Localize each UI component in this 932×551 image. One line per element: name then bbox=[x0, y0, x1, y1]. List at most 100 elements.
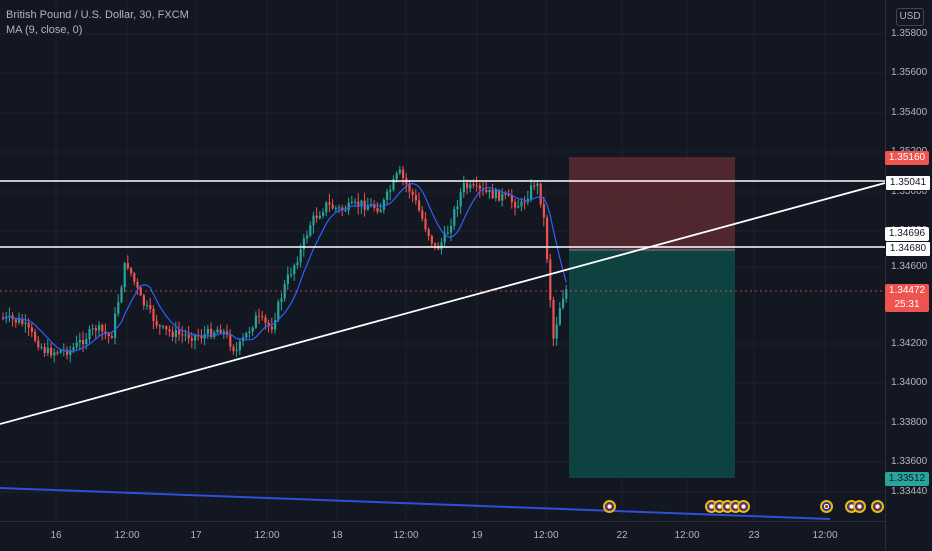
candle-body bbox=[424, 218, 427, 230]
candle-body bbox=[312, 215, 315, 226]
candle-body bbox=[302, 238, 305, 250]
us-flag-icon[interactable] bbox=[737, 500, 750, 513]
candle-body bbox=[24, 322, 27, 325]
candle-body bbox=[520, 201, 523, 207]
time-tick-label: 12:00 bbox=[393, 530, 419, 541]
candle-body bbox=[261, 316, 264, 318]
candle-body bbox=[43, 346, 46, 354]
candle-body bbox=[325, 202, 328, 213]
price-axis[interactable] bbox=[885, 0, 932, 550]
candle-body bbox=[322, 212, 325, 216]
candle-body bbox=[72, 347, 75, 351]
candle-body bbox=[117, 302, 120, 314]
candle-body bbox=[206, 328, 209, 335]
candle-body bbox=[219, 329, 222, 333]
candle-body bbox=[142, 295, 145, 306]
candle-body bbox=[530, 185, 533, 199]
candle-body bbox=[270, 326, 273, 330]
candle-body bbox=[501, 193, 504, 201]
candle-body bbox=[485, 189, 488, 193]
candle-body bbox=[120, 287, 123, 303]
time-tick-label: 18 bbox=[331, 530, 343, 541]
candle-body bbox=[59, 350, 62, 353]
candle-body bbox=[488, 190, 491, 193]
candle-body bbox=[82, 339, 85, 345]
target-price-label: 1.33512 bbox=[885, 472, 929, 486]
candle-body bbox=[133, 273, 136, 282]
candle-body bbox=[357, 201, 360, 207]
candle-body bbox=[171, 331, 174, 337]
time-axis[interactable] bbox=[0, 521, 885, 551]
candle-body bbox=[565, 289, 568, 299]
candle-body bbox=[450, 225, 453, 233]
candle-body bbox=[174, 329, 177, 337]
candle-body bbox=[418, 200, 421, 211]
stop-price-label: 1.35160 bbox=[885, 151, 929, 165]
candle-body bbox=[94, 328, 97, 331]
candle-body bbox=[558, 307, 561, 325]
current-price-label: 1.34472 25:31 bbox=[885, 284, 929, 312]
bar-countdown: 25:31 bbox=[894, 299, 920, 310]
us-flag-icon[interactable] bbox=[853, 500, 866, 513]
candle-body bbox=[344, 210, 347, 212]
candle-body bbox=[149, 305, 152, 309]
candle-body bbox=[462, 182, 465, 193]
time-tick-label: 12:00 bbox=[254, 530, 280, 541]
candle-body bbox=[101, 325, 104, 332]
candle-body bbox=[110, 336, 113, 338]
long-term-trendline[interactable] bbox=[0, 487, 831, 520]
candle-body bbox=[286, 274, 289, 285]
ma-indicator-label[interactable]: MA (9, close, 0) bbox=[6, 24, 83, 36]
stop-loss-zone[interactable] bbox=[569, 157, 735, 250]
candle-body bbox=[536, 183, 539, 187]
candle-body bbox=[334, 207, 337, 209]
candle-body bbox=[27, 322, 30, 328]
candle-body bbox=[18, 318, 21, 323]
candle-body bbox=[414, 194, 417, 201]
candle-body bbox=[21, 318, 24, 325]
us-flag-icon[interactable] bbox=[603, 500, 616, 513]
candle-body bbox=[274, 320, 277, 330]
candle-body bbox=[216, 329, 219, 333]
candle-body bbox=[88, 329, 91, 340]
resistance-price-label: 1.35041 bbox=[885, 175, 931, 191]
take-profit-zone[interactable] bbox=[569, 250, 735, 478]
time-tick-label: 17 bbox=[190, 530, 202, 541]
currency-button[interactable]: USD bbox=[896, 8, 924, 26]
time-tick-label: 12:00 bbox=[674, 530, 700, 541]
candle-body bbox=[69, 350, 72, 355]
candle-body bbox=[510, 195, 513, 203]
candle-body bbox=[392, 179, 395, 190]
candle-body bbox=[85, 339, 88, 345]
uk-flag-icon[interactable] bbox=[820, 500, 833, 513]
candle-body bbox=[523, 201, 526, 203]
candle-body bbox=[152, 308, 155, 321]
candle-body bbox=[360, 200, 363, 207]
candle-body bbox=[178, 329, 181, 335]
candle-body bbox=[146, 305, 149, 307]
candle-body bbox=[123, 263, 126, 288]
candle-body bbox=[440, 242, 443, 250]
candle-body bbox=[126, 263, 129, 269]
time-tick-label: 12:00 bbox=[114, 530, 140, 541]
us-flag-icon[interactable] bbox=[871, 500, 884, 513]
current-price-value: 1.34472 bbox=[888, 285, 926, 296]
symbol-title[interactable]: British Pound / U.S. Dollar, 30, FXCM bbox=[6, 9, 189, 21]
candle-body bbox=[430, 236, 433, 244]
candle-body bbox=[338, 207, 341, 209]
time-tick-label: 12:00 bbox=[533, 530, 559, 541]
candle-body bbox=[443, 233, 446, 243]
candle-body bbox=[8, 315, 11, 317]
price-tick-label: 1.34600 bbox=[891, 261, 928, 272]
candle-body bbox=[14, 319, 17, 323]
candle-body bbox=[402, 169, 405, 178]
candle-body bbox=[514, 202, 517, 208]
candle-body bbox=[91, 328, 94, 330]
candle-body bbox=[379, 209, 382, 212]
rising-trendline[interactable] bbox=[0, 182, 886, 425]
time-tick-label: 23 bbox=[748, 530, 760, 541]
candle-body bbox=[328, 202, 331, 205]
candle-body bbox=[238, 341, 241, 351]
candle-body bbox=[40, 346, 43, 348]
